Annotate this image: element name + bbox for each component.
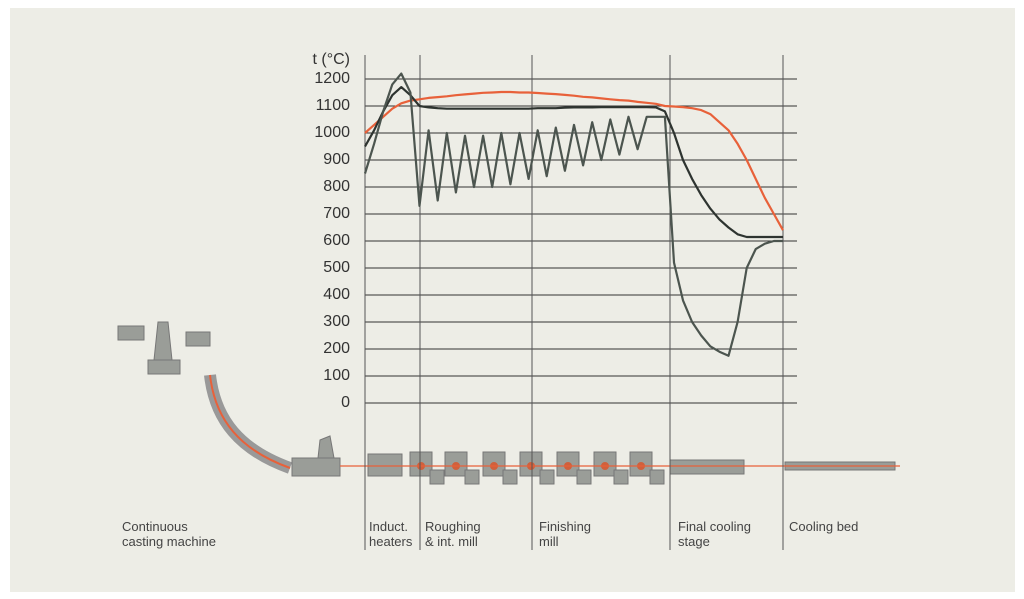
y-tick-label: 700 [323, 205, 350, 222]
mill-stand-base [540, 470, 554, 484]
mill-stand-base [577, 470, 591, 484]
stage-label: Final cooling [678, 519, 751, 534]
y-tick-label: 0 [341, 394, 350, 411]
y-tick-label: 600 [323, 232, 350, 249]
y-tick-label: 100 [323, 367, 350, 384]
stage-label: heaters [369, 534, 413, 549]
y-tick-label: 900 [323, 151, 350, 168]
y-tick-label: 300 [323, 313, 350, 330]
stage-label: stage [678, 534, 710, 549]
mill-stand-base [465, 470, 479, 484]
diagram: t (°C) 0 100 200 300 400 500 600 700 800 900 1000 1… [0, 0, 1024, 599]
stage-label: & int. mill [425, 534, 478, 549]
mill-stand-base [503, 470, 517, 484]
y-tick-label: 200 [323, 340, 350, 357]
stage-label: Finishing [539, 519, 591, 534]
mill-stand-base [650, 470, 664, 484]
y-tick-label: 1200 [314, 70, 350, 87]
stage-label: Cooling bed [789, 519, 858, 534]
stage-label: Roughing [425, 519, 481, 534]
y-axis-label: t (°C) [313, 51, 351, 68]
stage-label: Induct. [369, 519, 408, 534]
y-tick-label: 1000 [314, 124, 350, 141]
y-tick-label: 400 [323, 286, 350, 303]
y-tick-label: 500 [323, 259, 350, 276]
stage-label: casting machine [122, 534, 216, 549]
mill-stand-base [430, 470, 444, 484]
y-tick-label: 1100 [316, 97, 351, 114]
stage-label: Continuous [122, 519, 188, 534]
stage-label: mill [539, 534, 559, 549]
mill-stand-base [614, 470, 628, 484]
panel [10, 8, 1015, 592]
y-tick-label: 800 [323, 178, 350, 195]
